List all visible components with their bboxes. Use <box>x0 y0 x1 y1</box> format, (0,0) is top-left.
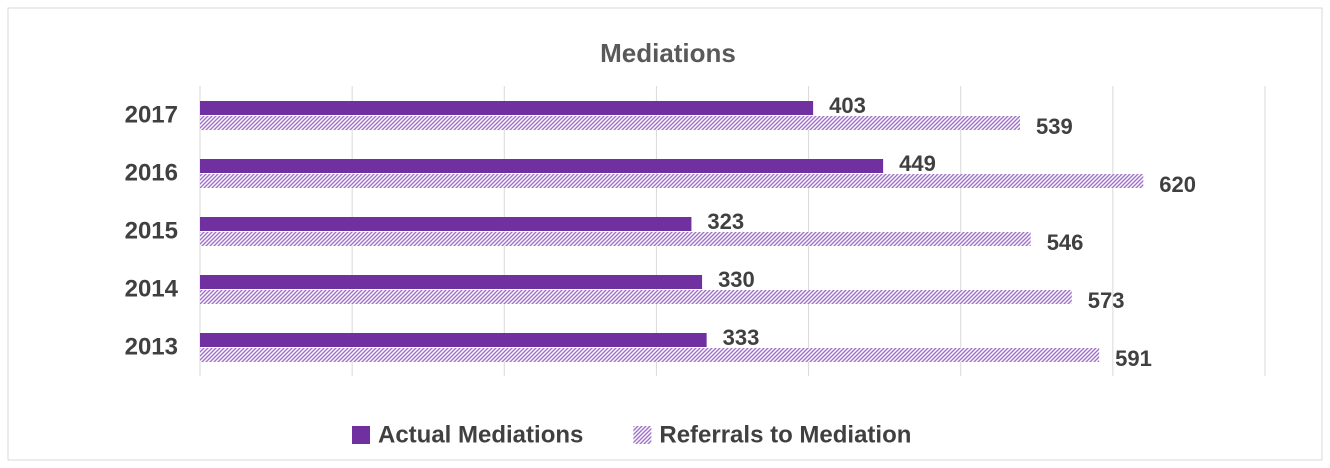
y-tick-label: 2015 <box>125 217 178 244</box>
y-tick-label: 2014 <box>125 275 179 302</box>
value-label: 330 <box>718 267 755 292</box>
value-label: 573 <box>1088 288 1125 313</box>
bar <box>200 290 1072 304</box>
value-label: 333 <box>723 325 760 350</box>
bar <box>200 116 1021 130</box>
legend-swatch <box>352 426 370 444</box>
bar <box>200 101 814 115</box>
bar <box>200 348 1100 362</box>
value-label: 591 <box>1115 346 1152 371</box>
value-label: 323 <box>707 209 744 234</box>
bar <box>200 333 707 347</box>
bar <box>200 217 692 231</box>
value-label: 546 <box>1047 230 1084 255</box>
bar <box>200 275 703 289</box>
value-label: 539 <box>1036 114 1073 139</box>
bar <box>200 159 884 173</box>
chart-title: Mediations <box>600 38 736 68</box>
bar <box>200 174 1144 188</box>
value-label: 449 <box>899 151 936 176</box>
y-tick-label: 2016 <box>125 159 178 186</box>
value-label: 403 <box>829 93 866 118</box>
y-tick-label: 2017 <box>125 101 178 128</box>
value-label: 620 <box>1159 172 1196 197</box>
bar <box>200 232 1031 246</box>
y-tick-label: 2013 <box>125 333 178 360</box>
legend-label: Actual Mediations <box>378 421 583 448</box>
legend-label: Referrals to Mediation <box>659 421 911 448</box>
legend-swatch <box>633 426 652 444</box>
